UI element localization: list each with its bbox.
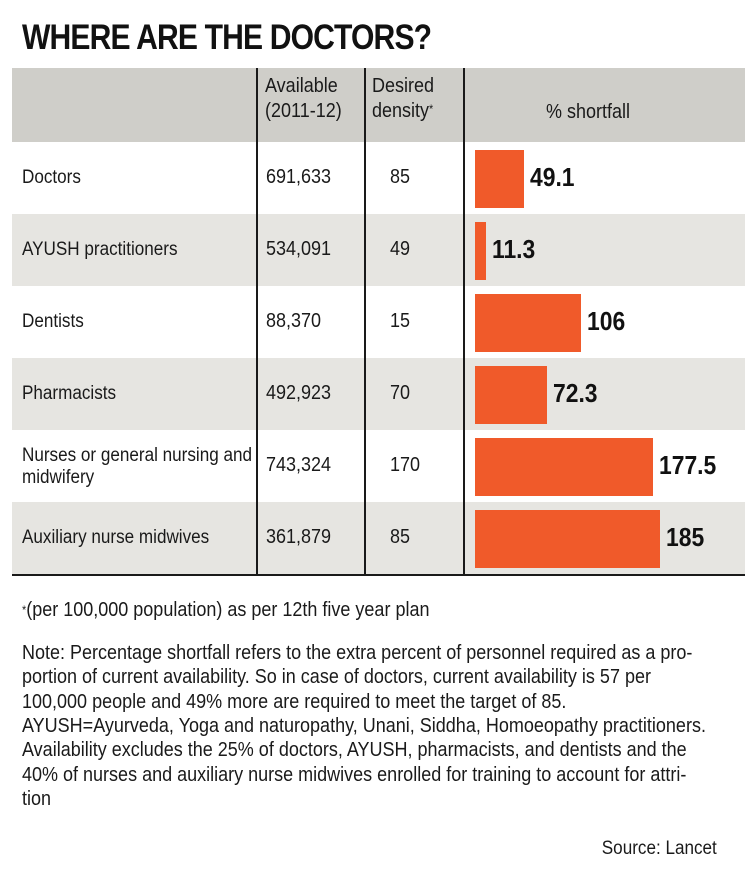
shortfall-bar bbox=[475, 510, 660, 568]
desired-density-value: 15 bbox=[390, 310, 411, 332]
shortfall-bar bbox=[475, 366, 547, 424]
shortfall-label: 177.5 bbox=[659, 450, 717, 480]
footnote-marker: * bbox=[22, 603, 27, 617]
column-divider bbox=[364, 68, 366, 576]
row-label: Dentists bbox=[22, 311, 84, 333]
header-available-line2: (2011-12) bbox=[265, 100, 342, 122]
table-row: Doctors 691,633 85 49.1 bbox=[12, 142, 745, 214]
header-desired-marker: * bbox=[429, 102, 434, 116]
row-label: Auxiliary nurse midwives bbox=[22, 527, 209, 549]
column-divider bbox=[463, 68, 465, 576]
shortfall-bar bbox=[475, 222, 486, 280]
table-row: Nurses or general nursing and midwifery 74… bbox=[12, 430, 745, 502]
shortfall-bar bbox=[475, 150, 524, 208]
header-available-line1: Available bbox=[265, 75, 338, 97]
table-row: Pharmacists 492,923 70 72.3 bbox=[12, 358, 745, 430]
header-desired: Desired density* bbox=[372, 74, 434, 124]
available-value: 492,923 bbox=[266, 382, 332, 404]
shortfall-label: 106 bbox=[587, 306, 626, 336]
note-line: 100,000 people and 49% more are required… bbox=[22, 690, 567, 713]
desired-density-value: 170 bbox=[390, 454, 421, 476]
desired-density-value: 85 bbox=[390, 526, 411, 548]
available-value: 691,633 bbox=[266, 166, 332, 188]
note-line: 40% of nurses and auxiliary nurse midwiv… bbox=[22, 763, 687, 786]
footnote-text: (per 100,000 population) as per 12th fiv… bbox=[26, 599, 430, 621]
row-label-line: Dentists bbox=[22, 311, 84, 332]
shortfall-label: 11.3 bbox=[492, 234, 536, 264]
available-value: 361,879 bbox=[266, 526, 332, 548]
available-value: 88,370 bbox=[266, 310, 322, 332]
row-label: Pharmacists bbox=[22, 383, 116, 405]
row-label: AYUSH practitioners bbox=[22, 239, 178, 261]
table-header: Available (2011-12) Desired density* % s… bbox=[12, 68, 745, 142]
footnote: *(per 100,000 population) as per 12th fi… bbox=[22, 598, 429, 622]
table-row: Auxiliary nurse midwives 361,879 85 185 bbox=[12, 502, 745, 574]
shortfall-bar bbox=[475, 294, 581, 352]
available-value: 743,324 bbox=[266, 454, 332, 476]
table-bottom-rule bbox=[12, 574, 745, 576]
note-line: AYUSH=Ayurveda, Yoga and naturopathy, Un… bbox=[22, 714, 706, 737]
shortfall-bar bbox=[475, 438, 653, 496]
data-table: Available (2011-12) Desired density* % s… bbox=[12, 68, 745, 576]
column-divider bbox=[256, 68, 258, 576]
note-line: Note: Percentage shortfall refers to the… bbox=[22, 642, 693, 664]
desired-density-value: 70 bbox=[390, 382, 411, 404]
row-label-line: Pharmacists bbox=[22, 383, 117, 404]
note-line: portion of current availability. So in c… bbox=[22, 666, 651, 689]
header-desired-line2-wrap: density* bbox=[372, 99, 434, 124]
header-desired-line2: density bbox=[372, 100, 430, 122]
shortfall-label: 185 bbox=[666, 522, 705, 552]
table-row: AYUSH practitioners 534,091 49 11.3 bbox=[12, 214, 745, 286]
shortfall-label: 72.3 bbox=[553, 378, 598, 408]
shortfall-label: 49.1 bbox=[530, 162, 575, 192]
row-label-line: AYUSH practitioners bbox=[22, 239, 178, 260]
header-available: Available (2011-12) bbox=[265, 74, 342, 124]
header-shortfall: % shortfall bbox=[546, 101, 631, 123]
desired-density-value: 49 bbox=[390, 238, 411, 260]
chart-title: WHERE ARE THE DOCTORS? bbox=[22, 18, 432, 57]
note-line: Availability excludes the 25% of doctors… bbox=[22, 739, 687, 762]
row-label-line: midwifery bbox=[22, 467, 95, 488]
row-label: Doctors bbox=[22, 167, 81, 189]
desired-density-value: 85 bbox=[390, 166, 411, 188]
note-line: tion bbox=[22, 787, 52, 810]
available-value: 534,091 bbox=[266, 238, 332, 260]
source-credit: Source: Lancet bbox=[601, 838, 717, 859]
row-label-line: Doctors bbox=[22, 167, 81, 188]
row-label-line: Nurses or general nursing and bbox=[22, 445, 253, 466]
row-label-line: Auxiliary nurse midwives bbox=[22, 527, 210, 548]
row-label: Nurses or general nursing and midwifery bbox=[22, 445, 252, 489]
table-row: Dentists 88,370 15 106 bbox=[12, 286, 745, 358]
header-desired-line1: Desired bbox=[372, 75, 435, 97]
